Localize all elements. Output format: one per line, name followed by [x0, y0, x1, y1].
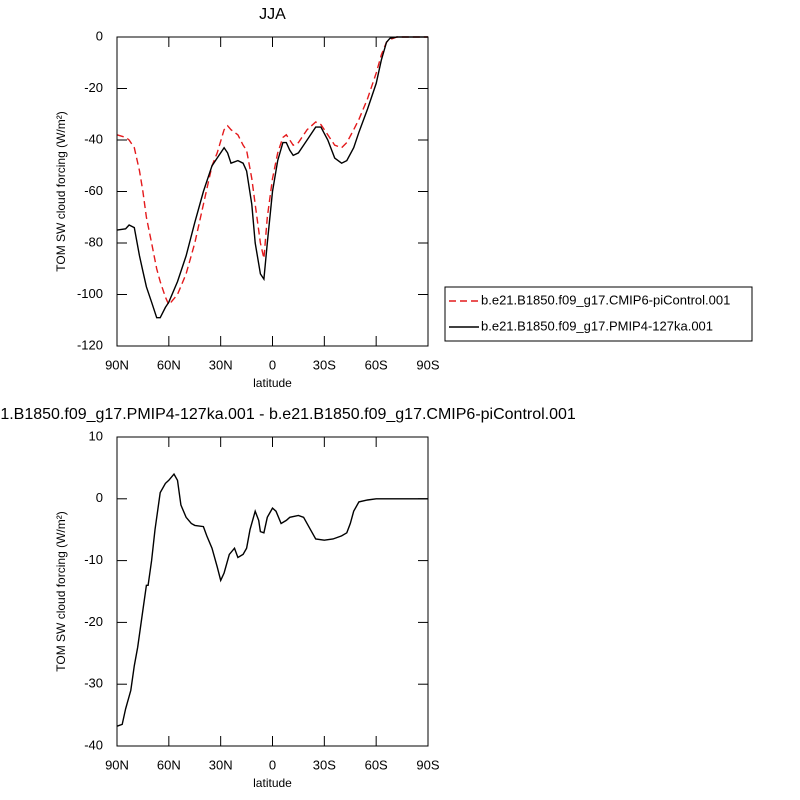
- x-tick-label: 90S: [416, 757, 439, 772]
- data-line: [116, 472, 428, 727]
- y-tick-label: -120: [77, 337, 103, 352]
- x-tick-label: 0: [269, 757, 276, 772]
- x-tick-label: 60S: [365, 757, 388, 772]
- y-tick-label: 0: [96, 490, 103, 505]
- y-tick-label: -20: [84, 614, 103, 629]
- x-tick-label: 60S: [365, 357, 388, 372]
- y-tick-label: -40: [84, 737, 103, 752]
- y-tick-label: -20: [84, 80, 103, 95]
- x-tick-label: 0: [269, 357, 276, 372]
- y-tick-label: 0: [96, 28, 103, 43]
- x-tick-label: 90S: [416, 357, 439, 372]
- x-axis-label: latitude: [253, 376, 292, 390]
- plot-frame: [116, 436, 429, 747]
- x-tick-label: 90N: [105, 757, 129, 772]
- x-tick-label: 60N: [157, 757, 181, 772]
- y-tick-label: -40: [84, 131, 103, 146]
- data-line: [116, 36, 428, 319]
- legend-box: [444, 286, 753, 342]
- y-tick-label: -100: [77, 286, 103, 301]
- y-tick-label: -10: [84, 552, 103, 567]
- x-tick-label: 30N: [209, 357, 233, 372]
- x-tick-label: 30S: [313, 357, 336, 372]
- y-tick-label: 10: [89, 428, 103, 443]
- chart-title: b.e21.B1850.f09_g17.PMIP4-127ka.001 - b.…: [0, 406, 576, 423]
- legend-label: b.e21.B1850.f09_g17.CMIP6-piControl.001: [481, 292, 730, 307]
- y-tick-label: -80: [84, 234, 103, 249]
- x-tick-label: 90N: [105, 357, 129, 372]
- y-tick-label: -30: [84, 676, 103, 691]
- data-line: [116, 36, 428, 307]
- x-tick-label: 60N: [157, 357, 181, 372]
- legend-label: b.e21.B1850.f09_g17.PMIP4-127ka.001: [481, 318, 713, 333]
- y-tick-label: -60: [84, 183, 103, 198]
- x-tick-label: 30S: [313, 757, 336, 772]
- plot-frame: [116, 36, 429, 347]
- x-tick-label: 30N: [209, 757, 233, 772]
- y-axis-label: TOM SW cloud forcing (W/m²): [54, 111, 68, 271]
- y-axis-label: TOM SW cloud forcing (W/m²): [54, 511, 68, 671]
- x-axis-label: latitude: [253, 776, 292, 790]
- chart-title: JJA: [259, 6, 286, 23]
